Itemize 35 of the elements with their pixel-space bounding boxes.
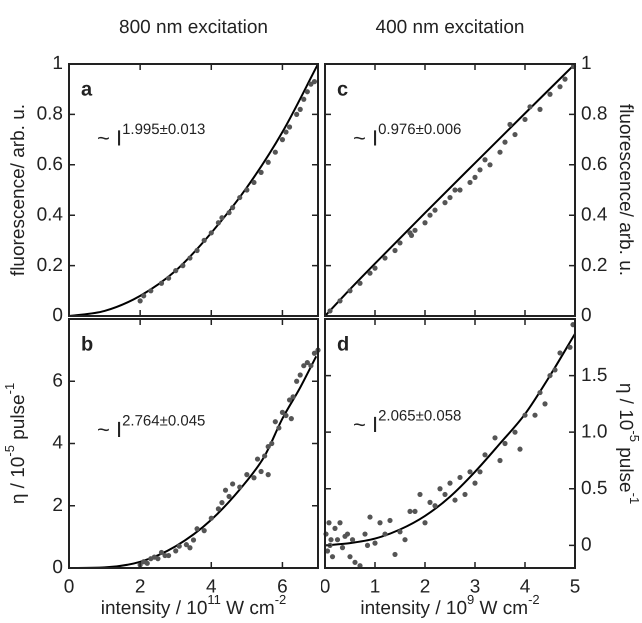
- y-tick-label: 0.8: [36, 104, 63, 125]
- y2-tick-label: 0: [581, 534, 592, 556]
- y2-axis-title: fluorescence/ arb. u.: [614, 104, 636, 276]
- annotation: a: [81, 78, 93, 101]
- chart-title: 400 nm excitation: [376, 17, 524, 38]
- y2-tick-label: 0.6: [581, 154, 608, 176]
- y2-tick-label: 1: [581, 53, 592, 74]
- x-tick-label: 2: [420, 576, 430, 598]
- y2-tick-label: 0.5: [581, 478, 608, 500]
- y-tick-label: 0.4: [36, 204, 64, 226]
- y-tick-label: 2: [52, 494, 63, 516]
- y-tick-label: 6: [52, 370, 63, 392]
- y-tick-label: 1: [52, 53, 63, 74]
- y-axis-title: fluorescence/ arb. u.: [8, 104, 30, 276]
- annotation: b: [81, 334, 94, 356]
- annotation: d: [337, 334, 350, 356]
- y2-tick-label: 0: [581, 305, 592, 326]
- y2-tick-label: 0.8: [581, 104, 608, 125]
- y-axis-title: η / 10-5 pulse-1: [2, 382, 30, 504]
- x-tick-label: 5: [570, 576, 580, 598]
- chart-title: 800 nm excitation: [119, 17, 268, 38]
- y-tick-label: 0.2: [36, 254, 63, 276]
- y2-tick-label: 1.0: [581, 421, 608, 442]
- y-tick-label: 0.6: [36, 154, 63, 176]
- x-tick-label: 2: [134, 576, 146, 598]
- annotation: c: [337, 78, 348, 101]
- y2-tick-label: 0.4: [581, 204, 608, 226]
- y-tick-label: 0: [52, 557, 63, 578]
- y-tick-label: 4: [52, 432, 64, 454]
- y-tick-label: 0: [52, 305, 63, 326]
- x-tick-label: 4: [520, 576, 531, 598]
- y2-tick-label: 0.2: [581, 254, 608, 276]
- y2-axis-title: η / 10-5 pulse-1: [614, 382, 642, 504]
- x-tick-label: 1: [370, 576, 380, 598]
- y2-tick-label: 1.5: [581, 364, 608, 386]
